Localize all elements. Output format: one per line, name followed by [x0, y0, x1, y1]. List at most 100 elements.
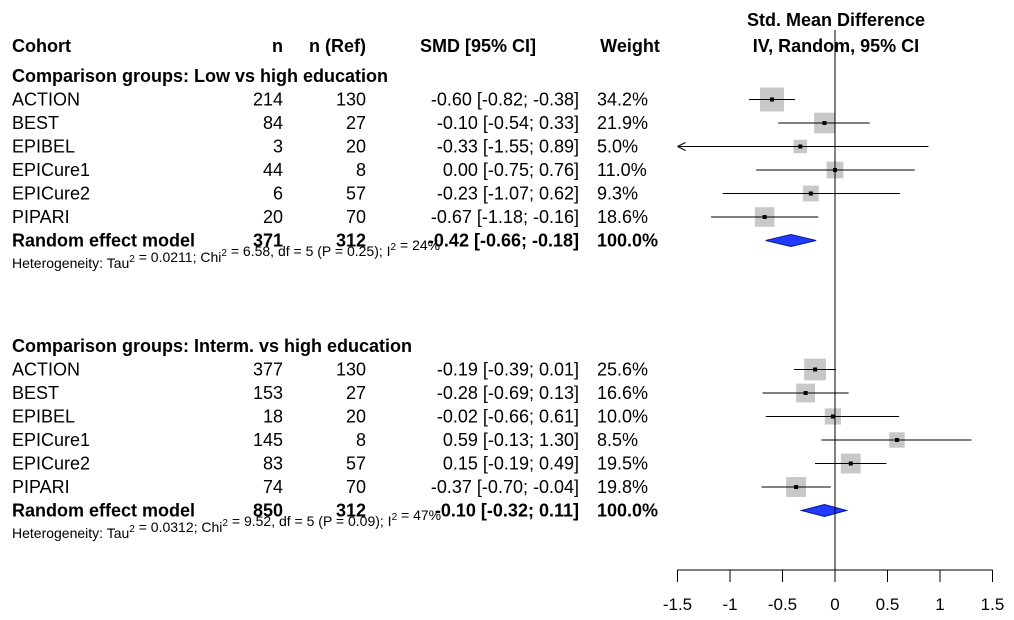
- superscript-2: 2: [392, 512, 398, 523]
- study-n-ref: 57: [346, 184, 366, 204]
- heterogeneity-value: df = 5 (P = 0.25): [278, 243, 379, 259]
- header-n-ref: n (Ref): [309, 36, 366, 56]
- heterogeneity-label-part: ; Chi: [193, 249, 222, 265]
- study-cohort: PIPARI: [12, 207, 70, 227]
- study-n-ref: 8: [356, 160, 366, 180]
- x-tick-label: 1: [935, 595, 944, 614]
- study-point-estimate: [848, 461, 853, 466]
- study-n-ref: 130: [336, 360, 366, 380]
- study-cohort: EPICure1: [12, 430, 90, 450]
- heterogeneity-label-part: =: [227, 243, 243, 259]
- column-headers: Cohort n n (Ref) SMD [95% CI] Weight Std…: [12, 10, 925, 56]
- summary-diamond: [799, 503, 849, 518]
- group-label: Comparison groups: Low vs high education: [12, 66, 388, 86]
- table-rows: Comparison groups: Low vs high education…: [12, 66, 658, 541]
- summary-n-ref: 312: [336, 501, 366, 521]
- study-point-estimate: [794, 485, 799, 489]
- study-n-ref: 27: [346, 383, 366, 403]
- heterogeneity-label-part: =: [135, 249, 151, 265]
- heterogeneity-value: 47%: [413, 507, 441, 523]
- study-weight: 11.0%: [597, 160, 647, 180]
- heterogeneity-value: 9.52: [244, 513, 271, 529]
- header-weight: Weight: [600, 36, 660, 56]
- study-cohort: EPIBEL: [12, 407, 75, 427]
- heterogeneity-label-part: Heterogeneity: Tau: [12, 255, 129, 271]
- superscript-2: 2: [129, 524, 135, 535]
- study-weight: 8.5%: [597, 430, 638, 450]
- study-weight: 18.6%: [597, 207, 648, 227]
- x-tick-label: 0.5: [876, 595, 900, 614]
- study-n: 3: [273, 137, 283, 157]
- superscript-2: 2: [221, 248, 227, 259]
- study-smd: -0.02 [-0.66; 0.61]: [437, 407, 579, 427]
- study-point-estimate: [798, 144, 803, 149]
- heterogeneity-label-part: ; Chi: [194, 519, 223, 535]
- heterogeneity-value: 0.0312: [151, 519, 194, 535]
- x-tick-label: 0: [830, 595, 839, 614]
- study-smd: -0.28 [-0.69; 0.13]: [437, 383, 579, 403]
- study-weight: 9.3%: [597, 184, 638, 204]
- study-smd: -0.37 [-0.70; -0.04]: [431, 477, 579, 497]
- study-weight: 21.9%: [597, 113, 648, 133]
- study-point-estimate: [813, 367, 818, 372]
- study-smd: -0.60 [-0.82; -0.38]: [431, 90, 579, 110]
- plot-title-line1: Std. Mean Difference: [747, 10, 925, 30]
- study-cohort: EPICure1: [12, 160, 90, 180]
- study-point-estimate: [762, 215, 767, 219]
- study-cohort: ACTION: [12, 360, 80, 380]
- heterogeneity-text: Heterogeneity: Tau2 = 0.0312; Chi2 = 9.5…: [12, 507, 441, 541]
- x-axis: -1.5 -1 -0.5 0 0.5 1 1.5: [663, 569, 1004, 614]
- heterogeneity-value: df = 5 (P = 0.09): [279, 513, 380, 529]
- group-label: Comparison groups: Interm. vs high educa…: [12, 336, 412, 356]
- study-n: 18: [263, 407, 283, 427]
- heterogeneity-label-part: ; I: [380, 513, 392, 529]
- summary-weight: 100.0%: [597, 501, 658, 521]
- study-n-ref: 57: [346, 454, 366, 474]
- study-n-ref: 27: [346, 113, 366, 133]
- summary-cohort: Random effect model: [12, 231, 195, 251]
- summary-n: 850: [253, 501, 283, 521]
- study-point-estimate: [894, 438, 899, 442]
- study-n: 214: [253, 90, 283, 110]
- summary-n: 371: [253, 231, 283, 251]
- summary-diamond: [765, 233, 817, 248]
- study-point-estimate: [808, 191, 813, 196]
- summary-n-ref: 312: [336, 231, 366, 251]
- superscript-2: 2: [222, 518, 228, 529]
- study-n-ref: 20: [346, 407, 366, 427]
- study-cohort: EPIBEL: [12, 137, 75, 157]
- study-weight: 10.0%: [597, 407, 648, 427]
- x-tick-label: -0.5: [768, 595, 797, 614]
- study-n: 84: [263, 113, 283, 133]
- summary-smd: -0.42 [-0.66; -0.18]: [428, 231, 579, 251]
- study-smd: -0.23 [-1.07; 0.62]: [437, 184, 579, 204]
- header-smd: SMD [95% CI]: [420, 36, 536, 56]
- superscript-2: 2: [129, 254, 135, 265]
- heterogeneity-value: 0.0211: [151, 249, 193, 265]
- study-weight: 34.2%: [597, 90, 648, 110]
- study-n: 153: [253, 383, 283, 403]
- header-n: n: [272, 36, 283, 56]
- study-weight: 5.0%: [597, 137, 638, 157]
- study-smd: -0.19 [-0.39; 0.01]: [437, 360, 579, 380]
- study-n: 145: [253, 430, 283, 450]
- study-smd: -0.10 [-0.54; 0.33]: [437, 113, 579, 133]
- study-point-estimate: [803, 391, 808, 395]
- study-n-ref: 8: [356, 430, 366, 450]
- x-tick-label: -1: [722, 595, 737, 614]
- summary-cohort: Random effect model: [12, 501, 195, 521]
- heterogeneity-value: 24%: [412, 237, 440, 253]
- study-n-ref: 70: [346, 207, 366, 227]
- summary-weight: 100.0%: [597, 231, 658, 251]
- study-cohort: BEST: [12, 383, 59, 403]
- study-weight: 19.5%: [597, 454, 648, 474]
- heterogeneity-label-part: ,: [271, 513, 279, 529]
- study-n-ref: 130: [336, 90, 366, 110]
- study-weight: 19.8%: [597, 477, 648, 497]
- study-cohort: EPICure2: [12, 454, 90, 474]
- study-cohort: PIPARI: [12, 477, 70, 497]
- study-cohort: EPICure2: [12, 184, 90, 204]
- study-point-estimate: [830, 414, 835, 419]
- x-tick-label: -1.5: [663, 595, 692, 614]
